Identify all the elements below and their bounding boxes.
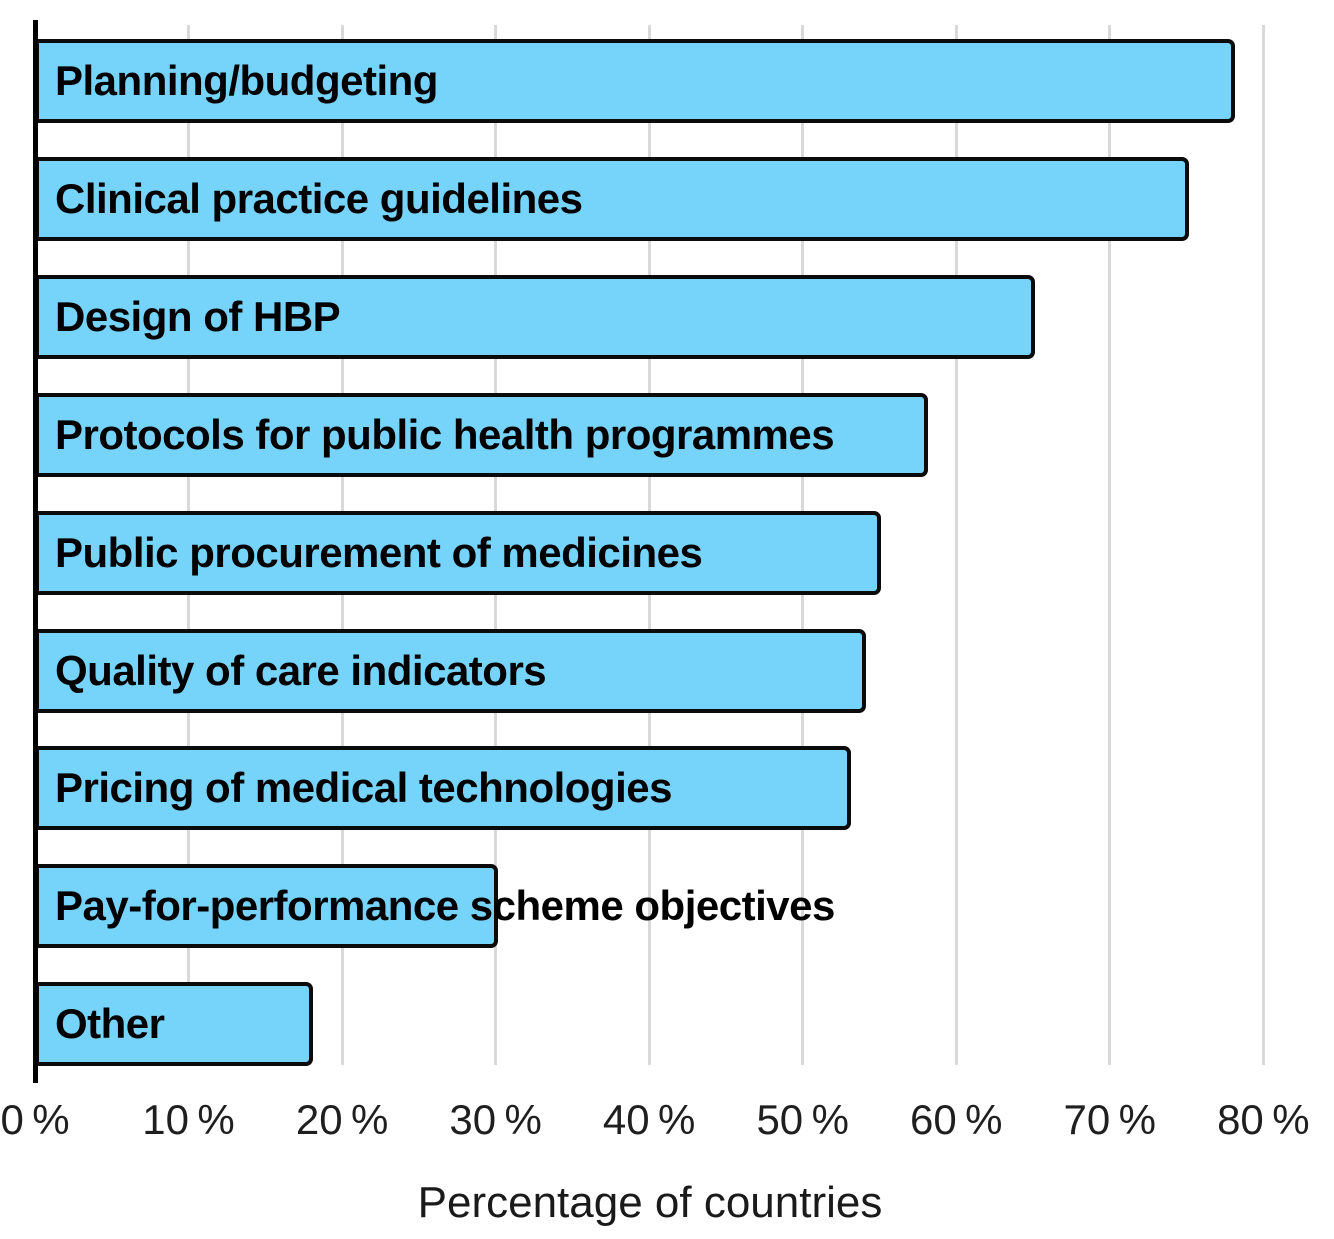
bar <box>35 274 1035 359</box>
x-tick-label: 50 % <box>756 1096 849 1143</box>
x-tick-label: 80 % <box>1217 1096 1310 1143</box>
bar <box>35 39 1235 123</box>
x-axis-title: Percentage of countries <box>417 1178 883 1227</box>
x-tick-label: 40 % <box>602 1096 696 1143</box>
bar <box>35 392 928 477</box>
x-tick-label: 20 % <box>295 1096 389 1143</box>
y-axis-line <box>33 20 38 1083</box>
gridline <box>1108 25 1112 1065</box>
bar <box>35 982 314 1067</box>
bar <box>35 746 851 831</box>
bar-label: Public procurement of medicines <box>55 528 703 576</box>
gridline <box>954 25 958 1065</box>
x-tick-label: 0 % <box>0 1096 70 1143</box>
x-tick-label: 70 % <box>1063 1096 1157 1143</box>
bar-label: Clinical practice guidelines <box>55 174 583 222</box>
x-tick-label: 30 % <box>449 1096 542 1143</box>
gridline <box>1261 25 1265 1065</box>
bar <box>35 864 498 949</box>
bar-label: Pricing of medical technologies <box>55 764 672 812</box>
bar <box>35 628 867 713</box>
bar-label: Protocols for public health programmes <box>55 410 835 458</box>
bar <box>35 510 882 595</box>
bar-label: Other <box>55 1000 165 1048</box>
x-tick-label: 10 % <box>142 1096 235 1143</box>
bar-label: Planning/budgeting <box>55 57 438 104</box>
bar <box>35 156 1189 241</box>
bar-label: Pay-for-performance scheme objectives <box>55 882 835 930</box>
bar-label: Quality of care indicators <box>55 646 547 694</box>
bar-label: Design of HBP <box>55 292 341 340</box>
x-tick-label: 60 % <box>909 1096 1003 1143</box>
